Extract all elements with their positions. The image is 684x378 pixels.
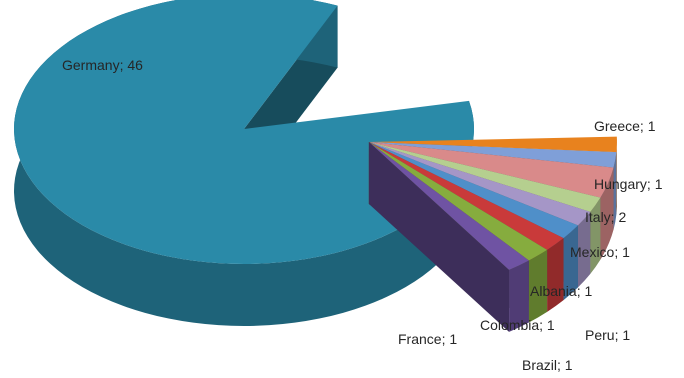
pie-top-mexico	[368, 142, 601, 212]
pie-top-hungary	[368, 142, 617, 168]
data-label-peru: Peru; 1	[585, 327, 630, 343]
data-label-france: France; 1	[398, 331, 457, 347]
pie-rim-albania	[577, 211, 591, 288]
data-label-colombia: Colombia; 1	[480, 317, 555, 333]
pie-rim-mexico	[590, 197, 601, 274]
pie-labels: Germany; 46 Greece; 1 Hungary; 1 Italy; 2 Me…	[62, 57, 663, 373]
pie-rim-italy	[600, 167, 614, 260]
pie-top-albania	[368, 142, 591, 226]
data-label-hungary: Hungary; 1	[594, 176, 663, 192]
data-label-germany: Germany; 46	[62, 57, 143, 73]
data-label-albania: Albania; 1	[530, 283, 592, 299]
data-label-mexico: Mexico; 1	[570, 244, 630, 260]
pie-side-france	[368, 142, 510, 332]
pie-rim-peru	[563, 225, 578, 301]
pie-rim-brazil	[547, 238, 564, 312]
pie-top-greece	[368, 136, 617, 153]
pie-body	[14, 0, 617, 332]
pie-top-italy	[368, 142, 614, 198]
pie-rim-colombia	[528, 249, 548, 323]
pie-slice-germany	[14, 0, 474, 326]
pie-slice-france	[368, 142, 529, 332]
data-label-greece: Greece; 1	[594, 118, 656, 134]
pie-rim-hungary	[613, 152, 617, 230]
pie-rim-greece	[616, 136, 617, 215]
pie-top-germany	[14, 0, 474, 264]
pie-top-france	[368, 142, 529, 270]
pie-top-peru	[368, 142, 578, 239]
data-label-italy: Italy; 2	[585, 209, 626, 225]
pie-top-colombia	[368, 142, 548, 261]
data-label-brazil: Brazil; 1	[522, 357, 573, 373]
pie-top-brazil	[368, 142, 564, 250]
pie-rim-france	[509, 260, 529, 332]
